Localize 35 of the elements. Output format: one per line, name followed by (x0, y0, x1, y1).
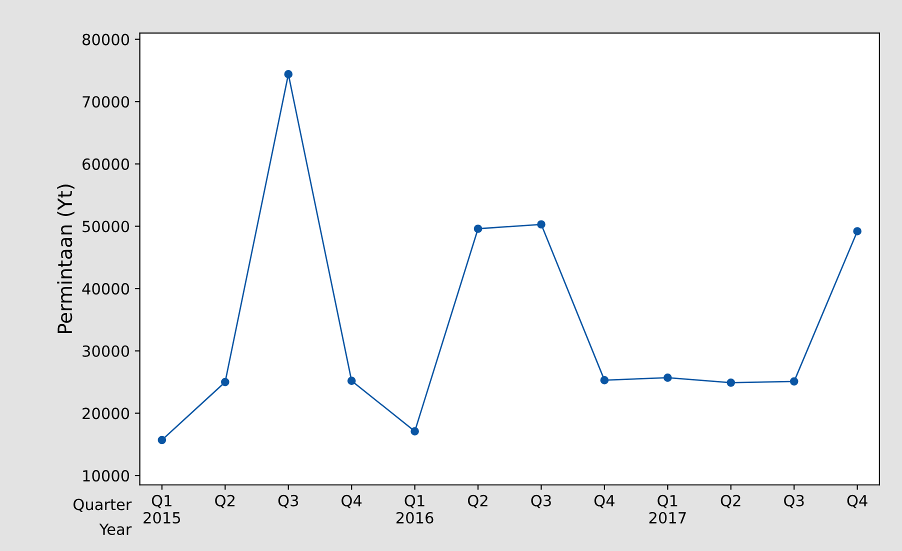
point (664, 374, 672, 382)
x-tick-label: Q2 (468, 494, 488, 508)
x-tick-label: Q2 (215, 494, 234, 508)
x-tick-label: Q1 2016 (396, 494, 434, 524)
point (790, 377, 798, 386)
x-tick-label: Q1 2015 (144, 494, 180, 524)
point (284, 70, 293, 78)
y-tick-label: 20000 (82, 408, 130, 420)
x-tick-label: Q2 (720, 494, 740, 508)
y-tick-label: 10000 (83, 470, 130, 482)
point (600, 376, 609, 384)
x-tick-label: Q1 2017 (649, 494, 686, 524)
text: Quarter (74, 498, 132, 512)
y-tick-label: 60000 (82, 158, 130, 170)
text: Year (99, 524, 132, 536)
y-tick-label: 50000 (82, 220, 130, 232)
x-tick-label: Q3 (278, 494, 298, 508)
point (410, 427, 419, 436)
x-tick-label: Q3 (784, 494, 804, 508)
y-tick-label: 70000 (82, 96, 130, 108)
y-axis-title: Permintaan (Yt) (57, 184, 74, 334)
point (474, 224, 482, 233)
point (347, 376, 356, 385)
x-tick-label: Q4 (594, 494, 614, 508)
point (726, 378, 736, 387)
y-tick-label: 40000 (82, 283, 130, 295)
point (537, 220, 546, 229)
point (220, 378, 230, 386)
y-tick-label: 30000 (82, 345, 130, 357)
point (158, 436, 166, 444)
y-tick-label: 80000 (82, 34, 130, 46)
x-tick-label: Q4 (342, 494, 362, 508)
x-tick-label: Q4 (847, 494, 868, 508)
point (853, 227, 862, 236)
x-tick-label: Q3 (531, 494, 551, 508)
